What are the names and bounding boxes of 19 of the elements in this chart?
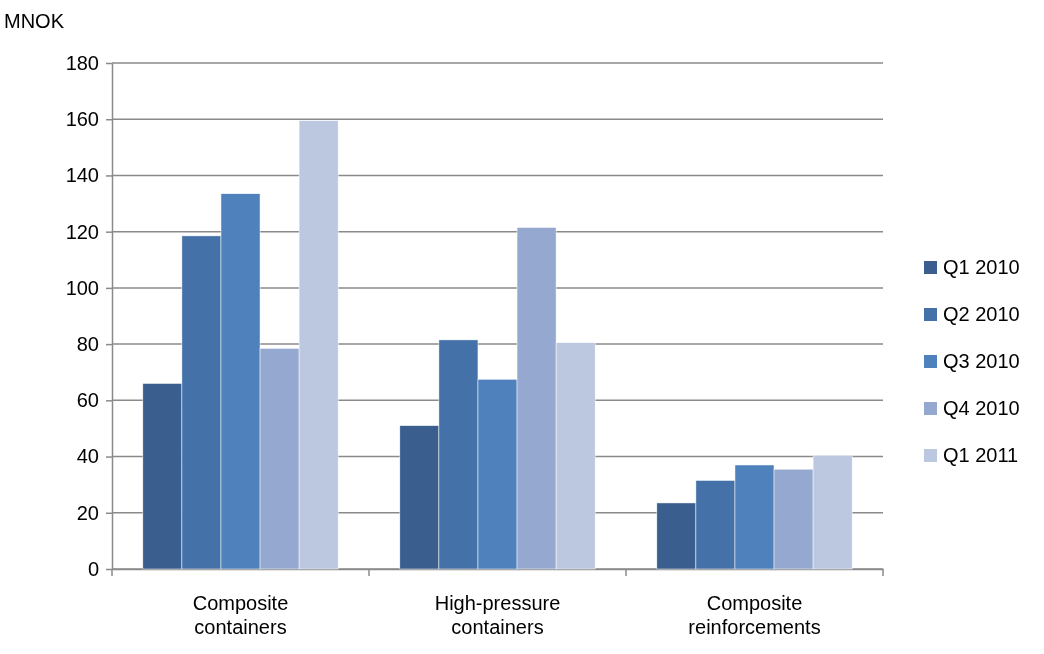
legend-label: Q1 2011 (943, 444, 1019, 466)
y-tick-label: 180 (65, 51, 99, 74)
y-axis-title: MNOK (4, 10, 65, 32)
legend-label: Q1 2010 (943, 256, 1020, 278)
y-tick-label: 20 (76, 501, 99, 524)
legend-label: Q2 2010 (943, 303, 1020, 325)
y-tick-label: 80 (76, 333, 99, 356)
y-tick-label: 140 (65, 164, 99, 187)
y-tick-label: 60 (76, 389, 99, 412)
y-tick-label: 120 (65, 220, 99, 243)
x-tick-label: Composite containers (192, 592, 289, 638)
legend-label: Q4 2010 (943, 397, 1020, 419)
y-tick-label: 40 (76, 445, 99, 468)
x-tick-label: Composite reinforcements (688, 592, 821, 638)
y-tick-label: 0 (87, 557, 99, 580)
y-tick-label: 100 (65, 276, 99, 299)
x-tick-label: High-pressure containers (434, 592, 561, 638)
y-tick-label: 160 (65, 108, 99, 131)
legend-label: Q3 2010 (943, 350, 1020, 372)
